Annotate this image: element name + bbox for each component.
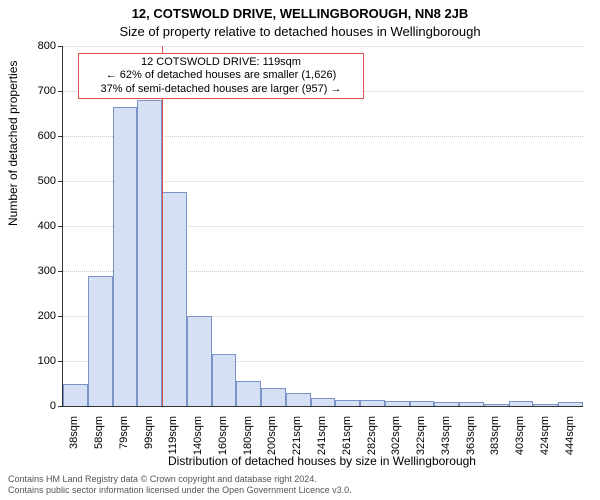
bar [212,354,237,406]
ytick-label: 800 [16,40,56,52]
bar [509,401,534,406]
bar [533,404,558,406]
ytick-label: 300 [16,265,56,277]
bar [385,401,410,406]
footer-line: Contains HM Land Registry data © Crown c… [8,474,352,485]
footer-attribution: Contains HM Land Registry data © Crown c… [8,474,352,496]
bar [335,400,360,406]
bar [434,402,459,407]
bar [137,100,162,406]
bar [63,384,88,406]
chart-title-subtitle: Size of property relative to detached ho… [0,24,600,39]
bar [484,404,509,406]
bar [459,402,484,406]
bar [88,276,113,407]
chart-title-address: 12, COTSWOLD DRIVE, WELLINGBOROUGH, NN8 … [0,6,600,21]
chart-container: { "chart": { "type": "histogram", "title… [0,0,600,500]
bar [360,400,385,406]
ytick-label: 400 [16,220,56,232]
ytick-label: 100 [16,355,56,367]
ytick-label: 600 [16,130,56,142]
ytick-label: 0 [16,400,56,412]
annotation-line: 12 COTSWOLD DRIVE: 119sqm [79,56,363,69]
bar [261,388,286,406]
bar [286,393,311,406]
bar [558,402,583,407]
x-axis-title: Distribution of detached houses by size … [62,454,582,468]
annotation-line: 37% of semi-detached houses are larger (… [79,83,363,96]
bars-group [63,46,583,406]
bar [187,316,212,406]
bar [311,398,336,406]
bar [113,107,138,406]
bar [162,192,187,406]
bar [236,381,261,406]
bar [410,401,435,406]
reference-line [162,46,163,406]
annotation-box: 12 COTSWOLD DRIVE: 119sqm← 62% of detach… [78,53,364,99]
footer-line: Contains public sector information licen… [8,485,352,496]
ytick-label: 700 [16,85,56,97]
annotation-line: ← 62% of detached houses are smaller (1,… [79,69,363,82]
ytick-label: 200 [16,310,56,322]
ytick-label: 500 [16,175,56,187]
plot-area [62,46,583,407]
